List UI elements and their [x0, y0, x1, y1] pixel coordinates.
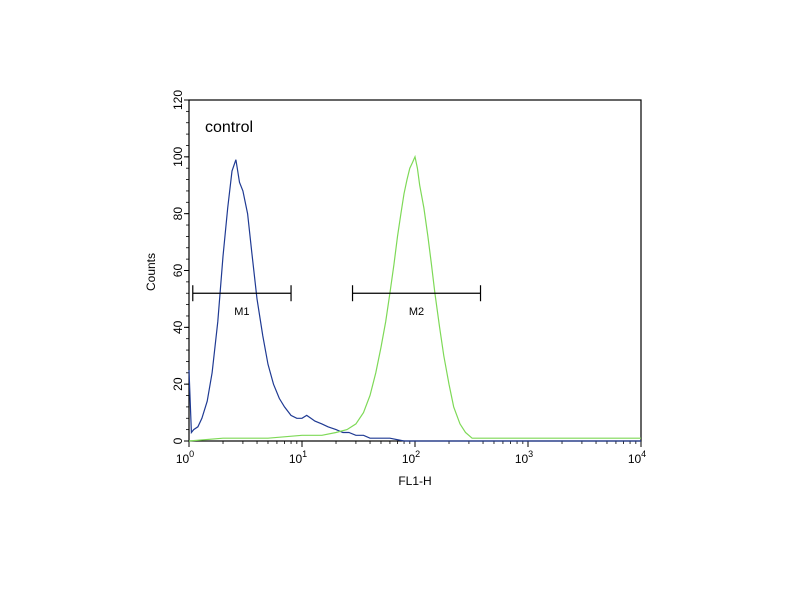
gate-markers: M1 M2: [192, 285, 482, 318]
gate-label: M2: [409, 306, 424, 318]
series-layer: [188, 154, 641, 442]
y-tick-label: 20: [171, 377, 185, 391]
x-axis-title: FL1-H: [398, 474, 431, 488]
y-tick-label: 60: [171, 264, 185, 278]
y-tick-label: 80: [171, 207, 185, 221]
annotation-label: control: [205, 119, 253, 136]
axis-ticks: [184, 99, 642, 447]
gate-label: M1: [234, 306, 249, 318]
x-tick-label: 101: [289, 449, 307, 466]
y-tick-label: 0: [171, 437, 185, 444]
x-tick-label: 102: [402, 449, 420, 466]
y-axis-title: Counts: [144, 253, 158, 291]
y-tick-label: 120: [171, 90, 185, 110]
y-tick-label: 100: [171, 147, 185, 167]
x-tick-label: 104: [628, 449, 646, 466]
x-tick-label: 103: [515, 449, 533, 466]
series-line-1: [188, 159, 641, 442]
axis-tick-labels: 0 20 40 60 80 100 120 100 101 102 103 104: [171, 90, 646, 466]
plot-frame: [188, 99, 642, 442]
y-tick-label: 40: [171, 320, 185, 334]
series-line-2: [188, 154, 641, 442]
x-tick-label: 100: [176, 449, 194, 466]
